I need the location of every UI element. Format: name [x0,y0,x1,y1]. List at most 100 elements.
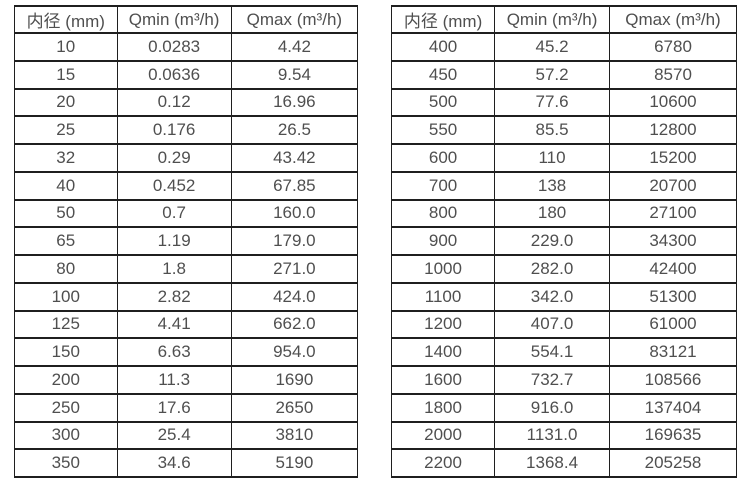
table-cell: 32 [14,143,118,173]
table-cell: 554.1 [494,337,610,367]
table-row: 50 0.7 160.0 [14,198,359,229]
table-row: 150 6.63 954.0 [14,337,359,367]
table-row: 15 0.0636 9.54 [14,59,359,90]
table-cell: 1131.0 [494,420,610,451]
table-cell: 0.452 [116,170,232,201]
header-row: 内径 (mm) Qmin (m³/h) Qmax (m³/h) [14,5,359,34]
table-cell: 10600 [608,87,738,118]
table-cell: 85.5 [494,115,610,145]
table-cell: 407.0 [494,309,610,340]
table-cell: 424.0 [230,281,359,312]
table-cell: 732.7 [494,365,610,395]
table-row: 65 1.19 179.0 [14,226,359,256]
table-cell: 20 [14,87,118,118]
table-cell: 700 [390,170,496,201]
table-cell: 0.0636 [116,59,232,90]
table-cell: 1200 [390,309,496,340]
table-cell: 2000 [390,420,496,451]
table-cell: 1600 [390,365,496,395]
column-header: Qmax (m³/h) [608,5,738,34]
table-cell: 34300 [608,226,738,256]
table-cell: 1400 [390,337,496,367]
table-row: 300 25.4 3810 [14,420,359,451]
table-cell: 16.96 [230,87,359,118]
table-row: 1200 407.0 61000 [390,309,738,340]
table-cell: 26.5 [230,115,359,145]
table-cell: 43.42 [230,143,359,173]
table-cell: 229.0 [494,226,610,256]
table-cell: 25 [14,115,118,145]
table-cell: 4.42 [230,32,359,62]
table-row: 900 229.0 34300 [390,226,738,256]
table-cell: 150 [14,337,118,367]
table-cell: 108566 [608,365,738,395]
table-cell: 350 [14,448,118,478]
table-cell: 550 [390,115,496,145]
table-cell: 1100 [390,281,496,312]
table-row: 250 17.6 2650 [14,392,359,423]
column-header: Qmax (m³/h) [230,5,359,34]
table-row: 500 77.6 10600 [390,87,738,118]
flow-table-large-diameters: 内径 (mm) Qmin (m³/h) Qmax (m³/h) 400 45.2 6780… [390,5,738,478]
table-row: 25 0.176 26.5 [14,115,359,145]
table-cell: 5190 [230,448,359,478]
table-row: 800 180 27100 [390,198,738,229]
table-row: 400 45.2 6780 [390,32,738,62]
table-cell: 20700 [608,170,738,201]
table-cell: 15200 [608,143,738,173]
table-cell: 65 [14,226,118,256]
table-cell: 15 [14,59,118,90]
table-cell: 40 [14,170,118,201]
table-cell: 0.0283 [116,32,232,62]
table-row: 1600 732.7 108566 [390,365,738,395]
table-row: 600 110 15200 [390,143,738,173]
table-row: 2000 1131.0 169635 [390,420,738,451]
table-cell: 282.0 [494,254,610,284]
table-row: 1000 282.0 42400 [390,254,738,284]
table-row: 40 0.452 67.85 [14,170,359,201]
table-row: 1400 554.1 83121 [390,337,738,367]
table-cell: 342.0 [494,281,610,312]
table-row: 32 0.29 43.42 [14,143,359,173]
table-cell: 100 [14,281,118,312]
table-cell: 8570 [608,59,738,90]
table-row: 200 11.3 1690 [14,365,359,395]
table-row: 2200 1368.4 205258 [390,448,738,478]
table-cell: 180 [494,198,610,229]
table-cell: 200 [14,365,118,395]
table-cell: 77.6 [494,87,610,118]
table-cell: 0.176 [116,115,232,145]
table-cell: 2.82 [116,281,232,312]
table-cell: 137404 [608,392,738,423]
table-cell: 1.19 [116,226,232,256]
table-row: 550 85.5 12800 [390,115,738,145]
table-cell: 169635 [608,420,738,451]
table-cell: 1368.4 [494,448,610,478]
table-cell: 27100 [608,198,738,229]
table-cell: 1000 [390,254,496,284]
table-cell: 400 [390,32,496,62]
table-row: 1100 342.0 51300 [390,281,738,312]
table-cell: 25.4 [116,420,232,451]
column-header: Qmin (m³/h) [116,5,232,34]
table-cell: 2200 [390,448,496,478]
table-cell: 2650 [230,392,359,423]
table-cell: 57.2 [494,59,610,90]
table-cell: 300 [14,420,118,451]
table-cell: 83121 [608,337,738,367]
table-cell: 662.0 [230,309,359,340]
table-row: 450 57.2 8570 [390,59,738,90]
table-cell: 42400 [608,254,738,284]
table-cell: 6780 [608,32,738,62]
table-cell: 45.2 [494,32,610,62]
table-cell: 3810 [230,420,359,451]
table-cell: 51300 [608,281,738,312]
table-cell: 954.0 [230,337,359,367]
table-cell: 110 [494,143,610,173]
table-cell: 1.8 [116,254,232,284]
column-header: Qmin (m³/h) [494,5,610,34]
column-header: 内径 (mm) [390,5,496,34]
column-header: 内径 (mm) [14,5,118,34]
table-cell: 10 [14,32,118,62]
